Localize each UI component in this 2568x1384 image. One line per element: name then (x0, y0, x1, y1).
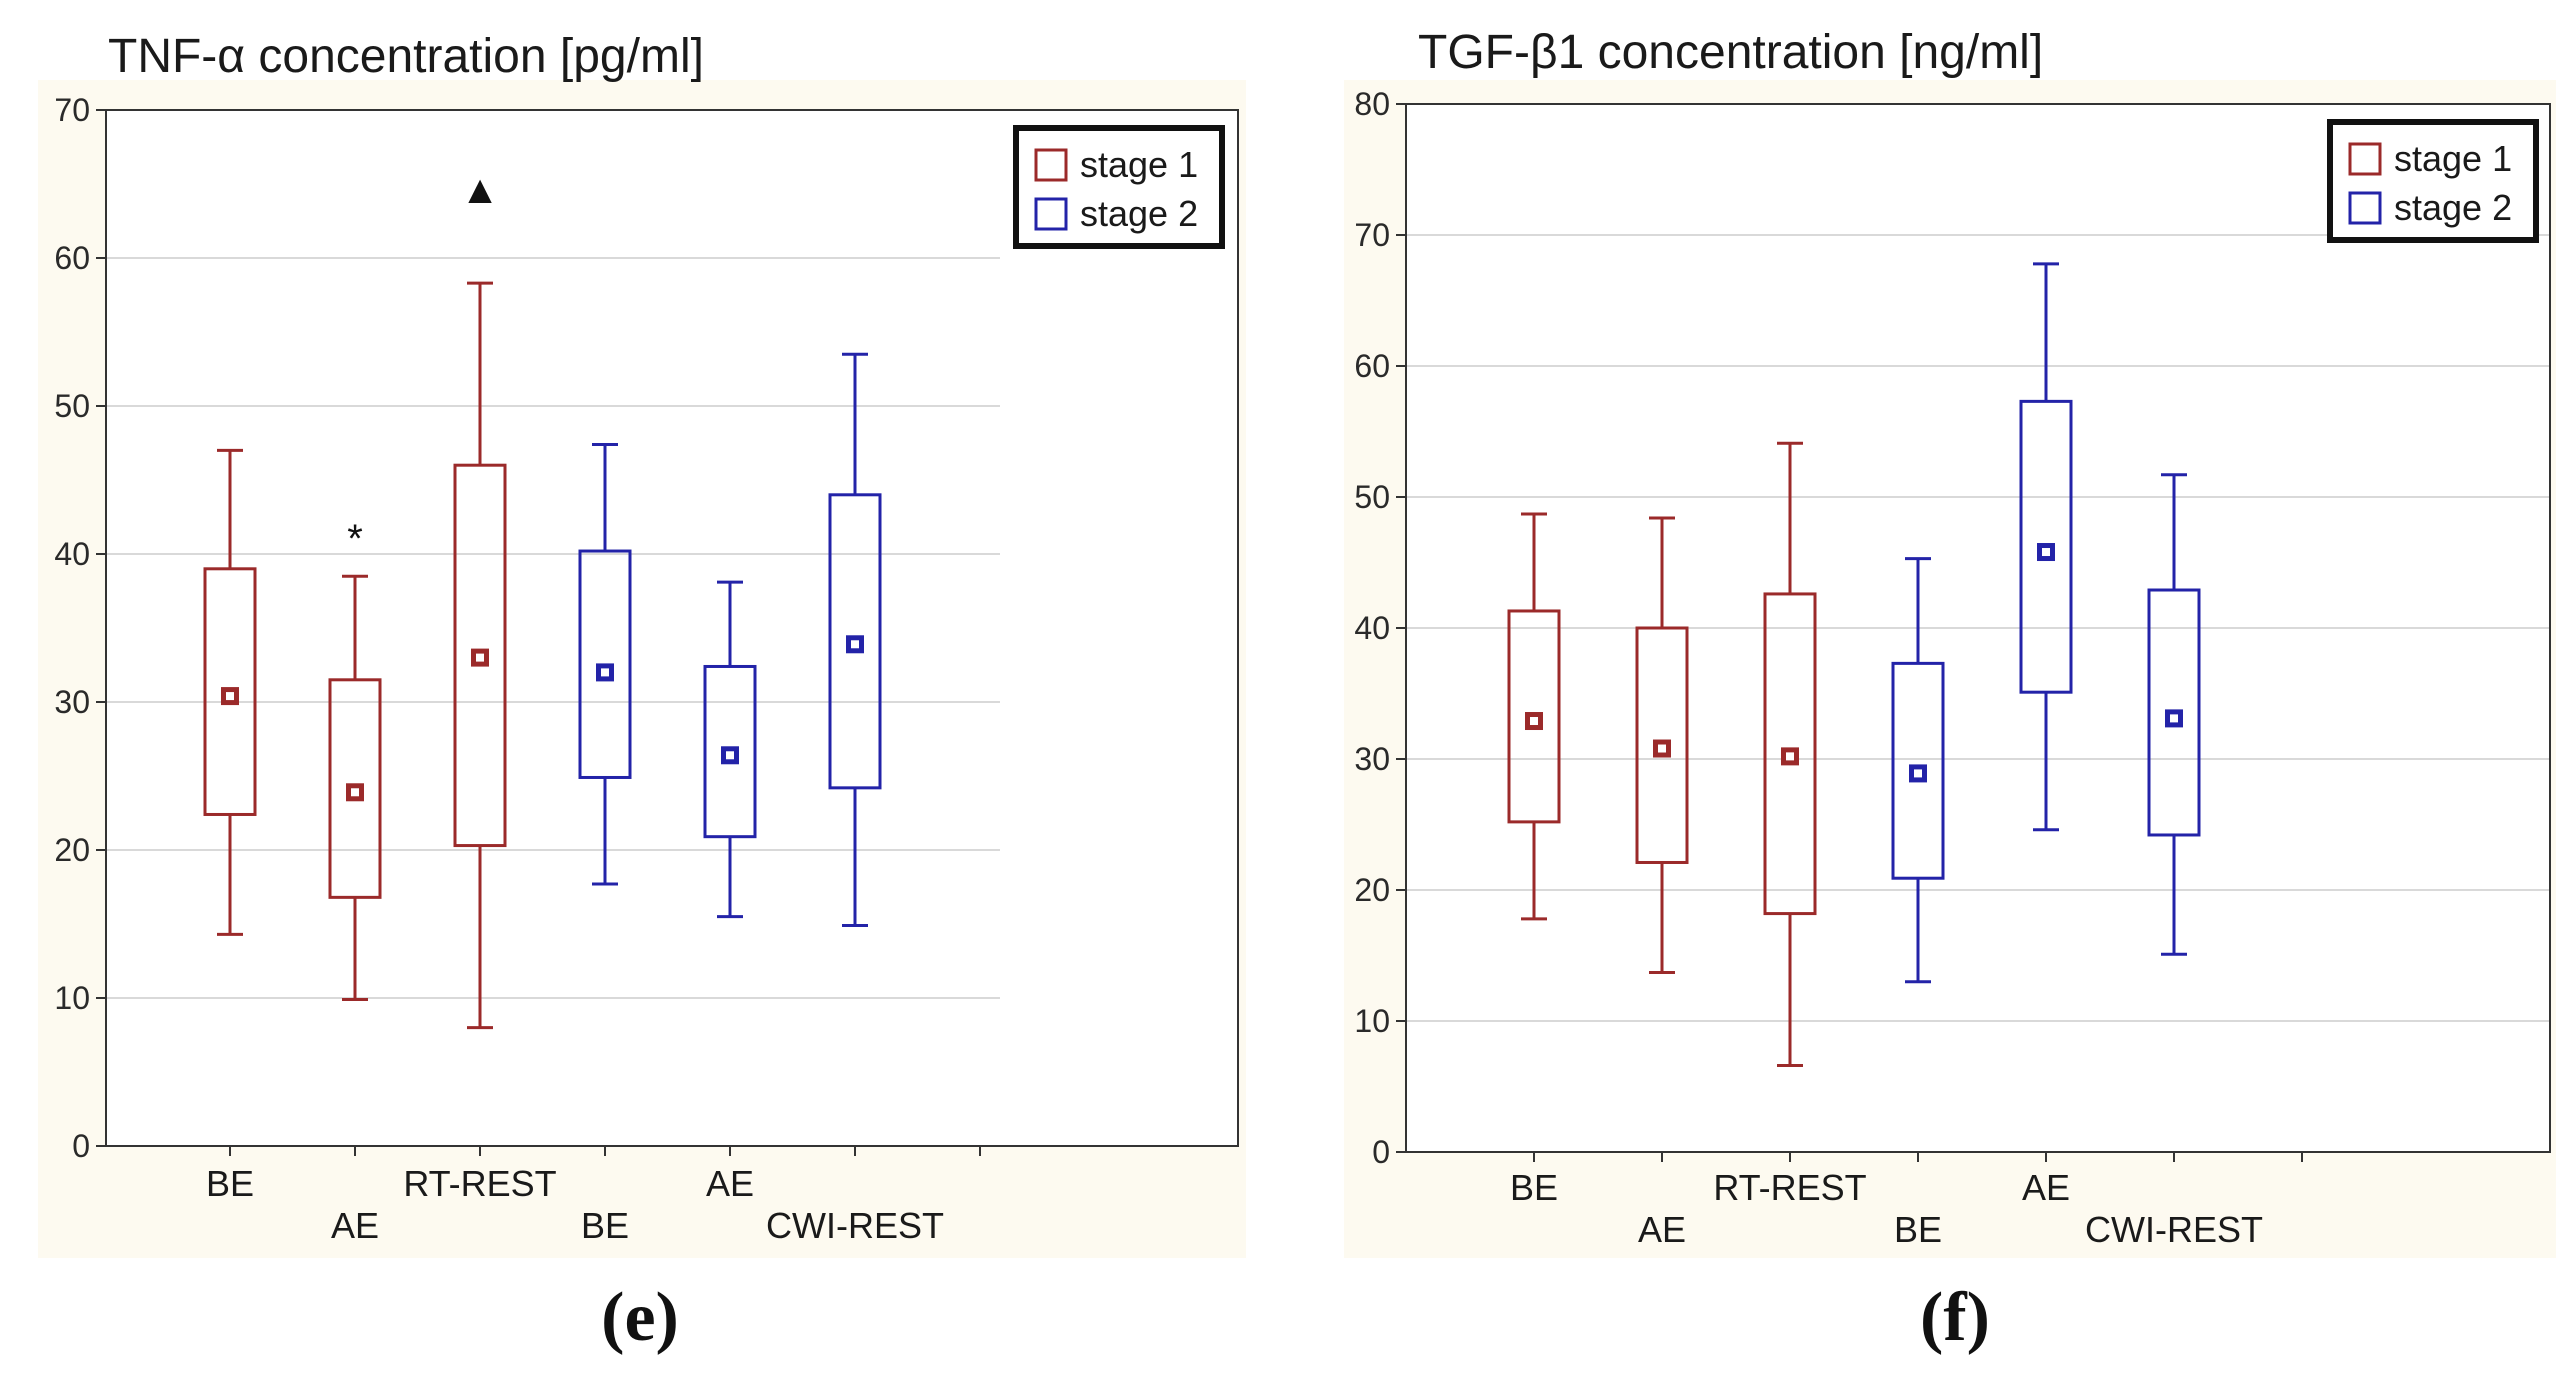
plot-frame (1405, 103, 2551, 1153)
box-iqr (703, 664, 757, 839)
y-tick-label: 70 (1354, 217, 1390, 253)
box-iqr (828, 493, 882, 790)
panel-label: (e) (601, 1279, 679, 1356)
y-tick-label: 0 (1372, 1134, 1390, 1170)
y-tick-label: 20 (54, 832, 90, 868)
x-axis-categories: BE AE RT-REST BE AE CWI-REST (1510, 1152, 2303, 1250)
plot-frame (105, 109, 1239, 1147)
x-category-label: BE (206, 1163, 254, 1204)
y-tick-label: 70 (54, 92, 90, 128)
chart-tnf-alpha: TNF-α concentration [pg/ml] 0 10 20 30 40 50 6… (38, 30, 1246, 1356)
plot-area (106, 110, 1238, 1146)
median-marker-center (2042, 548, 2050, 557)
chart-title: TNF-α concentration [pg/ml] (108, 30, 704, 83)
x-category-label: AE (706, 1163, 754, 1204)
boxplot-ae-stage-2 (703, 580, 757, 919)
box-iqr (1635, 626, 1689, 864)
median-marker-center (601, 668, 609, 677)
chart-title: TGF-β1 concentration [ng/ml] (1418, 26, 2043, 79)
x-category-label: RT-REST (1713, 1167, 1866, 1208)
legend-swatch-stage-2 (2348, 191, 2382, 225)
y-tick-label: 20 (1354, 872, 1390, 908)
boxplot-be-stage-1 (203, 448, 257, 936)
box-iqr (1891, 661, 1945, 880)
box-iqr (1507, 609, 1561, 824)
y-tick-label: 10 (1354, 1003, 1390, 1039)
boxplots: *▲ (203, 168, 882, 1030)
box-iqr (2147, 588, 2201, 837)
legend-frame (2327, 119, 2539, 243)
x-category-label: CWI-REST (766, 1205, 944, 1246)
legend-swatch-stage-1 (2348, 142, 2382, 176)
y-axis: 0 10 20 30 40 50 60 70 (54, 92, 106, 1164)
boxplots (1507, 262, 2201, 1068)
x-category-label: AE (2022, 1167, 2070, 1208)
median-marker-center (726, 751, 734, 760)
boxplot-be-stage-2 (578, 442, 632, 886)
boxplot-be-stage-1 (1507, 512, 1561, 921)
x-category-label: CWI-REST (2085, 1209, 2263, 1250)
median-marker-center (1658, 744, 1666, 753)
legend-swatch-stage-1 (1034, 148, 1068, 182)
median-marker-center (2170, 714, 2178, 723)
box-iqr (578, 549, 632, 779)
box-iqr (203, 567, 257, 816)
boxplot-be-stage-2 (1891, 557, 1945, 984)
y-tick-label: 30 (54, 684, 90, 720)
legend-label-stage-2: stage 2 (1080, 193, 1198, 234)
median-marker-center (1786, 752, 1794, 761)
legend-label-stage-1: stage 1 (1080, 144, 1198, 185)
y-tick-label: 40 (1354, 610, 1390, 646)
y-tick-label: 10 (54, 980, 90, 1016)
chart-tgf-beta1: TGF-β1 concentration [ng/ml] 0 10 20 30 40 50… (1344, 26, 2556, 1356)
box-iqr (453, 463, 507, 848)
x-category-label: RT-REST (403, 1163, 556, 1204)
boxplot-ae-stage-1: * (328, 517, 382, 1001)
x-category-label: AE (331, 1205, 379, 1246)
gridlines (106, 257, 1000, 999)
panel-label: (f) (1920, 1279, 1990, 1356)
boxplot-rt-rest-stage-1: ▲ (453, 168, 507, 1030)
x-category-label: AE (1638, 1209, 1686, 1250)
x-category-label: BE (1894, 1209, 1942, 1250)
median-marker-center (851, 640, 859, 649)
boxplot-rt-rest-stage-1 (1763, 441, 1817, 1068)
y-tick-label: 50 (1354, 479, 1390, 515)
y-tick-label: 80 (1354, 86, 1390, 122)
legend: stage 1 stage 2 (1013, 125, 1225, 249)
legend: stage 1 stage 2 (2327, 119, 2539, 243)
box-iqr (2019, 399, 2073, 694)
y-tick-label: 30 (1354, 741, 1390, 777)
significance-marker: ▲ (460, 168, 500, 212)
legend-frame (1013, 125, 1225, 249)
median-marker-center (1530, 717, 1538, 726)
box-iqr (1763, 592, 1817, 916)
x-axis-categories: BE AE RT-REST BE AE CWI-REST (206, 1146, 981, 1246)
boxplot-ae-stage-1 (1635, 516, 1689, 975)
boxplot-ae-stage-2 (2019, 262, 2073, 832)
median-marker-center (226, 692, 234, 701)
significance-marker: * (347, 517, 363, 561)
y-tick-label: 60 (1354, 348, 1390, 384)
boxplot-cwi-rest-stage-2 (828, 352, 882, 927)
box-iqr (328, 678, 382, 899)
y-tick-label: 60 (54, 240, 90, 276)
median-marker-center (476, 653, 484, 662)
boxplot-cwi-rest-stage-2 (2147, 473, 2201, 956)
legend-label-stage-2: stage 2 (2394, 187, 2512, 228)
legend-label-stage-1: stage 1 (2394, 138, 2512, 179)
median-marker-center (1914, 769, 1922, 778)
y-tick-label: 0 (72, 1128, 90, 1164)
x-category-label: BE (1510, 1167, 1558, 1208)
legend-swatch-stage-2 (1034, 197, 1068, 231)
y-tick-label: 50 (54, 388, 90, 424)
y-tick-label: 40 (54, 536, 90, 572)
median-marker-center (351, 788, 359, 797)
x-category-label: BE (581, 1205, 629, 1246)
y-axis: 0 10 20 30 40 50 60 70 80 (1354, 86, 1406, 1170)
